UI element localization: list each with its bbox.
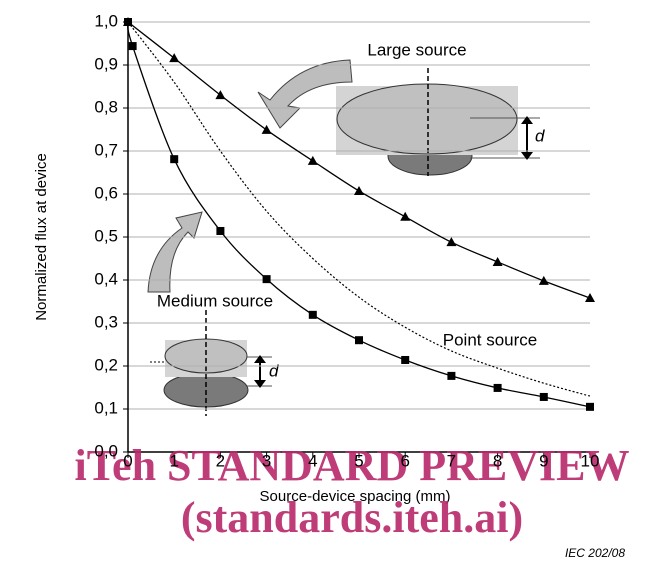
y-tick-label: 0,0 bbox=[94, 441, 118, 460]
y-tick-label: 0,8 bbox=[94, 97, 118, 116]
marker bbox=[586, 403, 594, 411]
marker bbox=[129, 42, 137, 50]
annotation: Medium source bbox=[157, 291, 273, 310]
marker bbox=[309, 311, 317, 319]
marker bbox=[216, 227, 224, 235]
y-tick-label: 0,6 bbox=[94, 183, 118, 202]
marker bbox=[447, 372, 455, 380]
marker bbox=[170, 155, 178, 163]
marker bbox=[585, 293, 595, 302]
x-tick-label: 5 bbox=[354, 451, 363, 470]
marker bbox=[263, 275, 271, 283]
marker bbox=[215, 90, 225, 99]
y-tick-label: 0,2 bbox=[94, 355, 118, 374]
figure-ref: IEC 202/08 bbox=[565, 546, 625, 560]
marker bbox=[354, 186, 364, 195]
y-tick-label: 0,1 bbox=[94, 398, 118, 417]
annotation: d bbox=[535, 126, 545, 145]
chart: Large source Medium source Point source … bbox=[0, 0, 656, 562]
x-tick-label: 0 bbox=[123, 451, 132, 470]
large-source-diagram bbox=[258, 60, 540, 176]
marker bbox=[400, 212, 410, 221]
marker bbox=[446, 237, 456, 246]
x-tick-label: 3 bbox=[262, 451, 271, 470]
y-tick-label: 0,4 bbox=[94, 269, 118, 288]
y-tick-label: 0,9 bbox=[94, 54, 118, 73]
marker bbox=[169, 53, 179, 62]
series-line bbox=[128, 22, 590, 298]
annotation: Large source bbox=[367, 40, 466, 59]
annotation: Point source bbox=[443, 330, 538, 349]
y-axis-label: Normalized flux at device bbox=[33, 153, 50, 321]
x-tick-label: 8 bbox=[493, 451, 502, 470]
y-tick-label: 1,0 bbox=[94, 11, 118, 30]
annotation: d bbox=[269, 361, 279, 380]
marker bbox=[401, 356, 409, 364]
y-tick-label: 0,7 bbox=[94, 140, 118, 159]
x-tick-label: 6 bbox=[400, 451, 409, 470]
marker bbox=[262, 125, 272, 134]
y-tick-label: 0,3 bbox=[94, 312, 118, 331]
x-tick-label: 7 bbox=[447, 451, 456, 470]
y-tick-label: 0,5 bbox=[94, 226, 118, 245]
marker bbox=[493, 257, 503, 266]
x-tick-label: 9 bbox=[539, 451, 548, 470]
marker bbox=[308, 156, 318, 165]
x-tick-label: 10 bbox=[581, 451, 600, 470]
x-tick-label: 1 bbox=[169, 451, 178, 470]
medium-source-diagram bbox=[148, 212, 272, 416]
marker bbox=[494, 384, 502, 392]
watermark: (standards.iteh.ai) bbox=[181, 493, 523, 542]
x-tick-label: 2 bbox=[216, 451, 225, 470]
marker bbox=[540, 393, 548, 401]
marker bbox=[355, 336, 363, 344]
x-tick-label: 4 bbox=[308, 451, 317, 470]
